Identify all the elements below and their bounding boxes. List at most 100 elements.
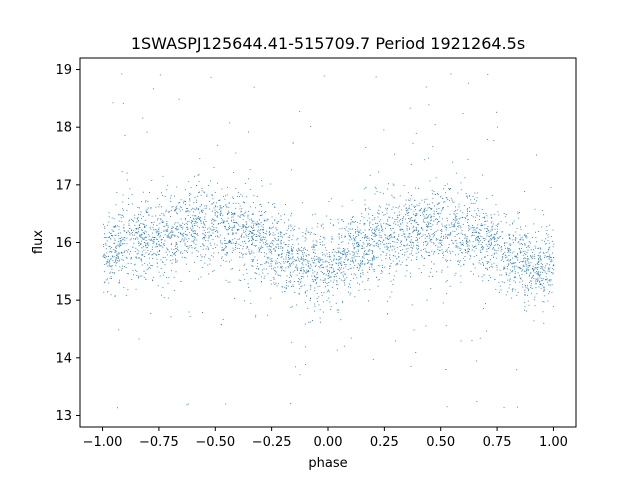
data-point bbox=[278, 275, 280, 276]
data-point bbox=[458, 233, 460, 234]
data-point bbox=[503, 213, 505, 215]
data-point bbox=[304, 270, 306, 272]
data-point bbox=[507, 259, 509, 261]
data-point bbox=[398, 214, 400, 216]
data-point bbox=[307, 307, 309, 309]
data-point bbox=[136, 236, 138, 238]
data-point bbox=[292, 227, 294, 229]
data-point bbox=[249, 219, 251, 221]
data-point bbox=[440, 243, 442, 245]
data-point bbox=[129, 188, 131, 190]
data-point bbox=[408, 199, 410, 201]
data-point bbox=[143, 238, 145, 240]
data-point bbox=[193, 175, 195, 177]
data-point bbox=[280, 243, 282, 245]
data-point bbox=[161, 220, 163, 222]
data-point bbox=[168, 276, 170, 278]
data-point bbox=[120, 245, 122, 246]
data-point bbox=[251, 252, 253, 254]
data-point bbox=[525, 285, 526, 287]
data-point bbox=[208, 227, 210, 229]
data-point bbox=[469, 258, 471, 260]
data-point bbox=[106, 262, 108, 264]
data-point bbox=[443, 201, 445, 203]
data-point bbox=[170, 231, 172, 233]
data-point bbox=[148, 253, 150, 255]
data-point bbox=[227, 186, 228, 188]
data-point bbox=[539, 280, 541, 282]
data-point bbox=[300, 267, 302, 269]
data-point bbox=[483, 237, 485, 239]
data-point bbox=[257, 235, 259, 237]
data-point bbox=[552, 265, 554, 267]
data-point bbox=[198, 278, 199, 280]
data-point bbox=[328, 281, 330, 283]
data-point bbox=[229, 239, 231, 241]
data-point bbox=[272, 239, 274, 241]
data-point bbox=[138, 225, 140, 227]
data-point bbox=[165, 189, 167, 191]
data-point bbox=[131, 229, 133, 231]
data-point bbox=[536, 262, 538, 264]
data-point bbox=[251, 232, 253, 234]
data-point bbox=[340, 267, 342, 269]
data-point bbox=[116, 192, 118, 193]
data-point bbox=[436, 208, 438, 210]
data-point bbox=[257, 226, 259, 228]
data-point bbox=[516, 265, 518, 267]
data-point bbox=[479, 233, 481, 235]
data-point bbox=[377, 222, 379, 224]
data-point bbox=[349, 260, 351, 262]
data-point bbox=[251, 222, 253, 224]
data-point bbox=[189, 200, 191, 202]
data-point bbox=[467, 219, 469, 220]
data-point bbox=[140, 234, 142, 236]
data-point bbox=[388, 250, 390, 252]
data-point bbox=[284, 213, 285, 215]
data-point bbox=[313, 245, 315, 247]
data-point bbox=[501, 258, 503, 260]
data-point bbox=[441, 223, 443, 225]
data-point bbox=[533, 320, 535, 322]
data-point bbox=[250, 240, 252, 242]
data-point bbox=[181, 256, 183, 258]
data-point bbox=[229, 122, 231, 124]
data-point bbox=[271, 242, 273, 244]
data-point bbox=[271, 227, 273, 229]
data-point bbox=[254, 256, 256, 258]
data-point bbox=[454, 223, 456, 225]
data-point bbox=[433, 263, 435, 265]
data-point bbox=[381, 226, 382, 228]
data-point bbox=[161, 192, 162, 194]
data-point bbox=[393, 231, 395, 233]
data-point bbox=[113, 230, 115, 232]
data-point bbox=[468, 82, 470, 84]
data-point bbox=[423, 265, 425, 267]
data-point bbox=[156, 239, 158, 240]
data-point bbox=[454, 225, 456, 227]
data-point bbox=[132, 238, 134, 240]
data-point bbox=[115, 251, 117, 253]
data-point bbox=[162, 257, 164, 258]
data-point bbox=[333, 279, 335, 281]
data-point bbox=[531, 276, 533, 278]
data-point bbox=[408, 207, 410, 209]
data-point bbox=[353, 254, 355, 256]
data-point bbox=[146, 211, 148, 212]
data-point bbox=[415, 227, 417, 229]
data-point bbox=[534, 264, 536, 266]
data-point bbox=[444, 250, 446, 252]
data-point bbox=[181, 239, 183, 241]
data-point bbox=[144, 256, 145, 257]
data-point bbox=[496, 265, 498, 266]
data-point bbox=[466, 236, 468, 238]
data-point bbox=[143, 227, 145, 228]
data-point bbox=[267, 219, 269, 221]
data-point bbox=[351, 257, 353, 259]
data-point bbox=[152, 232, 154, 234]
data-point bbox=[246, 222, 248, 224]
data-point bbox=[216, 216, 218, 218]
data-point bbox=[446, 197, 448, 199]
data-point bbox=[538, 231, 540, 232]
data-point bbox=[549, 271, 551, 273]
